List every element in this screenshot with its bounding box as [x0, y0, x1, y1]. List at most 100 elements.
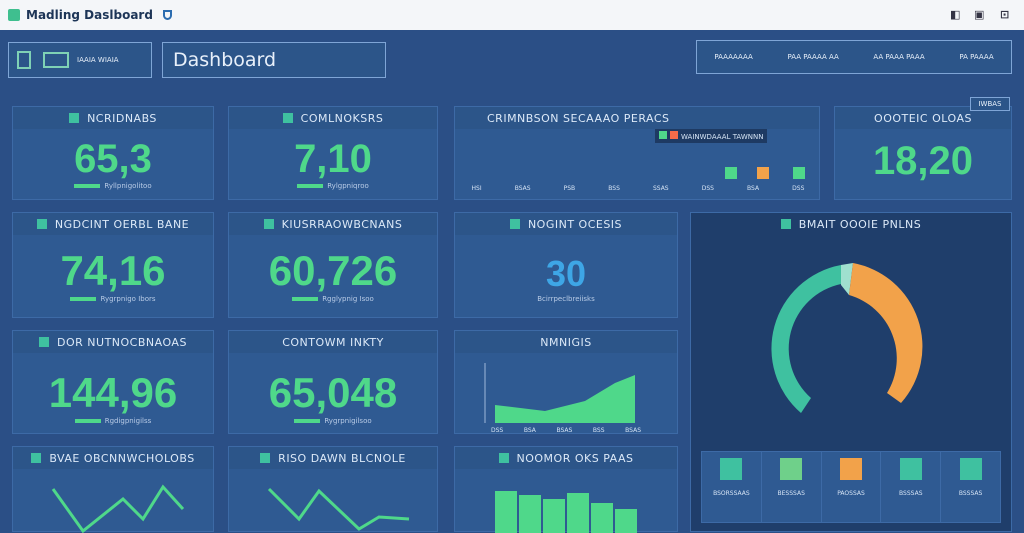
app-logo-icon [8, 9, 20, 21]
x-axis: DSS BSA BSAS BSS BSAS [491, 427, 641, 434]
kpi-label: CONTOWM INKTY [282, 335, 384, 349]
tick-label: BSA [747, 185, 760, 192]
kpi-sub: Rgglypnig Isoo [322, 295, 374, 303]
close-icon[interactable]: ⊡ [1000, 8, 1010, 21]
nav-item[interactable]: AA PAAA PAAA [873, 53, 925, 61]
series-marker-icon [509, 219, 520, 229]
building-icon [17, 51, 31, 69]
kpi-card[interactable]: KIUSRRAOWBCNANS 60,726 Rgglypnig Isoo [228, 212, 438, 318]
legend-label: BSSSAS [958, 490, 983, 497]
legend-label: BESSSAS [777, 490, 805, 497]
top-chart [725, 167, 805, 179]
tick-label: BSAS [514, 185, 531, 192]
x-axis: HSI BSAS PSB BSS SSAS DSS BSA DSS [455, 185, 821, 192]
app-title: Madling Daslboard [26, 8, 153, 22]
tick-label: BSAS [625, 427, 641, 434]
kpi-label: KIUSRRAOWBCNANS [281, 217, 403, 231]
kpi-value: 144,96 [48, 369, 178, 416]
top-chart-panel[interactable]: CRIMNBSON SECAAAO PERACS WAINWDAAAL TAWN… [454, 106, 820, 200]
kpi-card[interactable]: OOOTEIC OLOAS 18,20 [834, 106, 1012, 200]
donut-chart [771, 263, 923, 413]
kpi-card[interactable]: NOGINT OCESIS 30 Bcirrpeclbreiisks [454, 212, 678, 318]
kpi-sub: Rygrpnigo Ibors [100, 295, 156, 303]
tick-label: PSB [563, 185, 576, 192]
bar [725, 167, 737, 179]
panel-title: RISO DAWN BLCNOLE [278, 451, 406, 465]
header-left-label: IAAIA WIAIA [77, 56, 119, 64]
kpi-label: COMLNOKSRS [300, 111, 384, 125]
area-series [495, 375, 635, 423]
line-chart [267, 487, 410, 531]
line-chart-panel[interactable]: RISO DAWN BLCNOLE [228, 446, 438, 532]
series-marker-icon [498, 453, 509, 463]
tick-label: DSS [792, 185, 805, 192]
area-chart-panel[interactable]: NMNIGIS DSS BSA BSAS BSS BSAS [454, 330, 678, 434]
kpi-sub: Rylgpniqroo [327, 182, 369, 190]
donut-panel[interactable]: BMAIT OOOIE PNLNS BSORSSAAS BESSSAS PAOS… [690, 212, 1012, 532]
kpi-value: 60,726 [268, 247, 398, 294]
area-chart [484, 363, 635, 423]
panel-badge[interactable]: IWBAS [970, 97, 1010, 111]
line-series [51, 484, 185, 533]
bar-chart-panel[interactable]: NOOMOR OKS PAAS [454, 446, 678, 533]
donut-legend: BSORSSAAS BESSSAS PAOSSAS BSSSAS BSSSAS [701, 451, 1001, 523]
page-title: Dashboard [162, 42, 386, 78]
panel-title: BVAE OBCNNWCHOLOBS [49, 451, 195, 465]
panel-title: CRIMNBSON SECAAAO PERACS [455, 107, 819, 129]
series-marker-icon [69, 113, 80, 123]
bar [615, 509, 637, 533]
line-chart [51, 484, 185, 533]
bar [543, 499, 565, 533]
tick-label: BSS [592, 427, 605, 434]
legend-label: WAINWDAAAL TAWNNN [681, 133, 764, 141]
nav-item[interactable]: PA PAAAA [959, 53, 994, 61]
legend-label: BSSSAS [899, 490, 923, 497]
tick-label: SSAS [652, 185, 669, 192]
tick-label: DSS [491, 427, 504, 434]
kpi-card[interactable]: CONTOWM INKTY 65,048 Rygrpnigilsoo [228, 330, 438, 434]
tick-label: HSI [471, 185, 482, 192]
chart-legend: WAINWDAAAL TAWNNN [655, 129, 768, 143]
shield-icon[interactable] [162, 10, 172, 20]
kpi-card[interactable]: NCRIDNABS 65,3 Ryllpnigolitoo [12, 106, 214, 200]
kpi-value: 18,20 [872, 139, 974, 183]
series-marker-icon [31, 453, 42, 463]
legend-item: BESSSAS [762, 452, 822, 522]
bar-chart [495, 491, 637, 533]
bar [757, 167, 769, 179]
series-marker-icon [282, 113, 293, 123]
panel-title: NMNIGIS [455, 331, 677, 353]
bar [567, 493, 589, 533]
nav-item[interactable]: PAAAAAAA [714, 53, 753, 61]
kpi-card[interactable]: DOR NUTNOCBNAOAS 144,96 Rgdigpnigilss [12, 330, 214, 434]
kpi-value: 74,16 [60, 247, 166, 294]
minimize-icon[interactable]: ◧ [950, 8, 961, 21]
server-icon [43, 52, 69, 68]
kpi-sub: Rgdigpnigilss [104, 417, 152, 425]
header-right-nav[interactable]: PAAAAAAA PAA PAAAA AA AA PAAA PAAA PA PA… [696, 40, 1012, 74]
tick-label: BSAS [556, 427, 573, 434]
title-bar: Madling Daslboard ◧ ▣ ⊡ [0, 0, 1024, 30]
tick-label: BSA [523, 427, 536, 434]
panel-title: BMAIT OOOIE PNLNS [798, 217, 922, 231]
bar [495, 491, 517, 533]
header-left-box[interactable]: IAAIA WIAIA [8, 42, 152, 78]
bar [591, 503, 613, 533]
legend-label: PAOSSAS [837, 490, 865, 497]
tick-label: DSS [701, 185, 714, 192]
line-chart-panel[interactable]: BVAE OBCNNWCHOLOBS [12, 446, 214, 533]
series-marker-icon [263, 219, 274, 229]
bar [793, 167, 805, 179]
kpi-card[interactable]: COMLNOKSRS 7,10 Rylgpniqroo [228, 106, 438, 200]
maximize-icon[interactable]: ▣ [974, 8, 985, 21]
kpi-sub: Bcirrpeclbreiisks [537, 295, 595, 303]
series-marker-icon [780, 219, 791, 229]
nav-item[interactable]: PAA PAAAA AA [787, 53, 839, 61]
series-marker-icon [39, 337, 50, 347]
series-marker-icon [36, 219, 47, 229]
kpi-value: 30 [545, 253, 587, 294]
legend-item: BSORSSAAS [702, 452, 762, 522]
kpi-card[interactable]: NGDCINT OERBL BANE 74,16 Rygrpnigo Ibors [12, 212, 214, 318]
slice [849, 263, 923, 403]
kpi-value: 65,3 [74, 137, 152, 181]
